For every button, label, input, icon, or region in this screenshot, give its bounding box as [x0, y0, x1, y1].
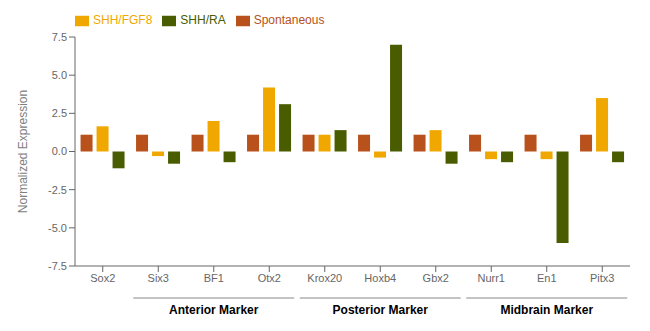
svg-text:7.5: 7.5 — [52, 31, 67, 43]
svg-text:Sox2: Sox2 — [90, 272, 115, 284]
svg-text:BF1: BF1 — [204, 272, 224, 284]
svg-text:Hoxb4: Hoxb4 — [364, 272, 396, 284]
svg-text:-2.5: -2.5 — [48, 184, 67, 196]
html-text:Spontaneous: Spontaneous — [253, 13, 325, 27]
svg-text:Otx2: Otx2 — [258, 272, 281, 284]
svg-text:Six3: Six3 — [148, 272, 169, 284]
html-text:SHH/FGF8: SHH/FGF8 — [93, 13, 153, 27]
svg-text:Normalized Expression: Normalized Expression — [16, 90, 30, 213]
svg-text:Gbx2: Gbx2 — [423, 272, 449, 284]
svg-text:Midbrain Marker: Midbrain Marker — [500, 303, 593, 317]
svg-text:5.0: 5.0 — [52, 69, 67, 81]
svg-text:-5.0: -5.0 — [48, 222, 67, 234]
svg-text:0.0: 0.0 — [52, 145, 67, 157]
svg-text:Nurr1: Nurr1 — [477, 272, 505, 284]
svg-text:Anterior Marker: Anterior Marker — [169, 303, 259, 317]
svg-text:Posterior Marker: Posterior Marker — [333, 303, 429, 317]
html-text:SHH/RA: SHH/RA — [180, 13, 226, 27]
svg-text:-7.5: -7.5 — [48, 260, 67, 272]
svg-text:Pitx3: Pitx3 — [590, 272, 614, 284]
svg-text:Krox20: Krox20 — [307, 272, 342, 284]
svg-text:2.5: 2.5 — [52, 107, 67, 119]
svg-text:En1: En1 — [537, 272, 557, 284]
